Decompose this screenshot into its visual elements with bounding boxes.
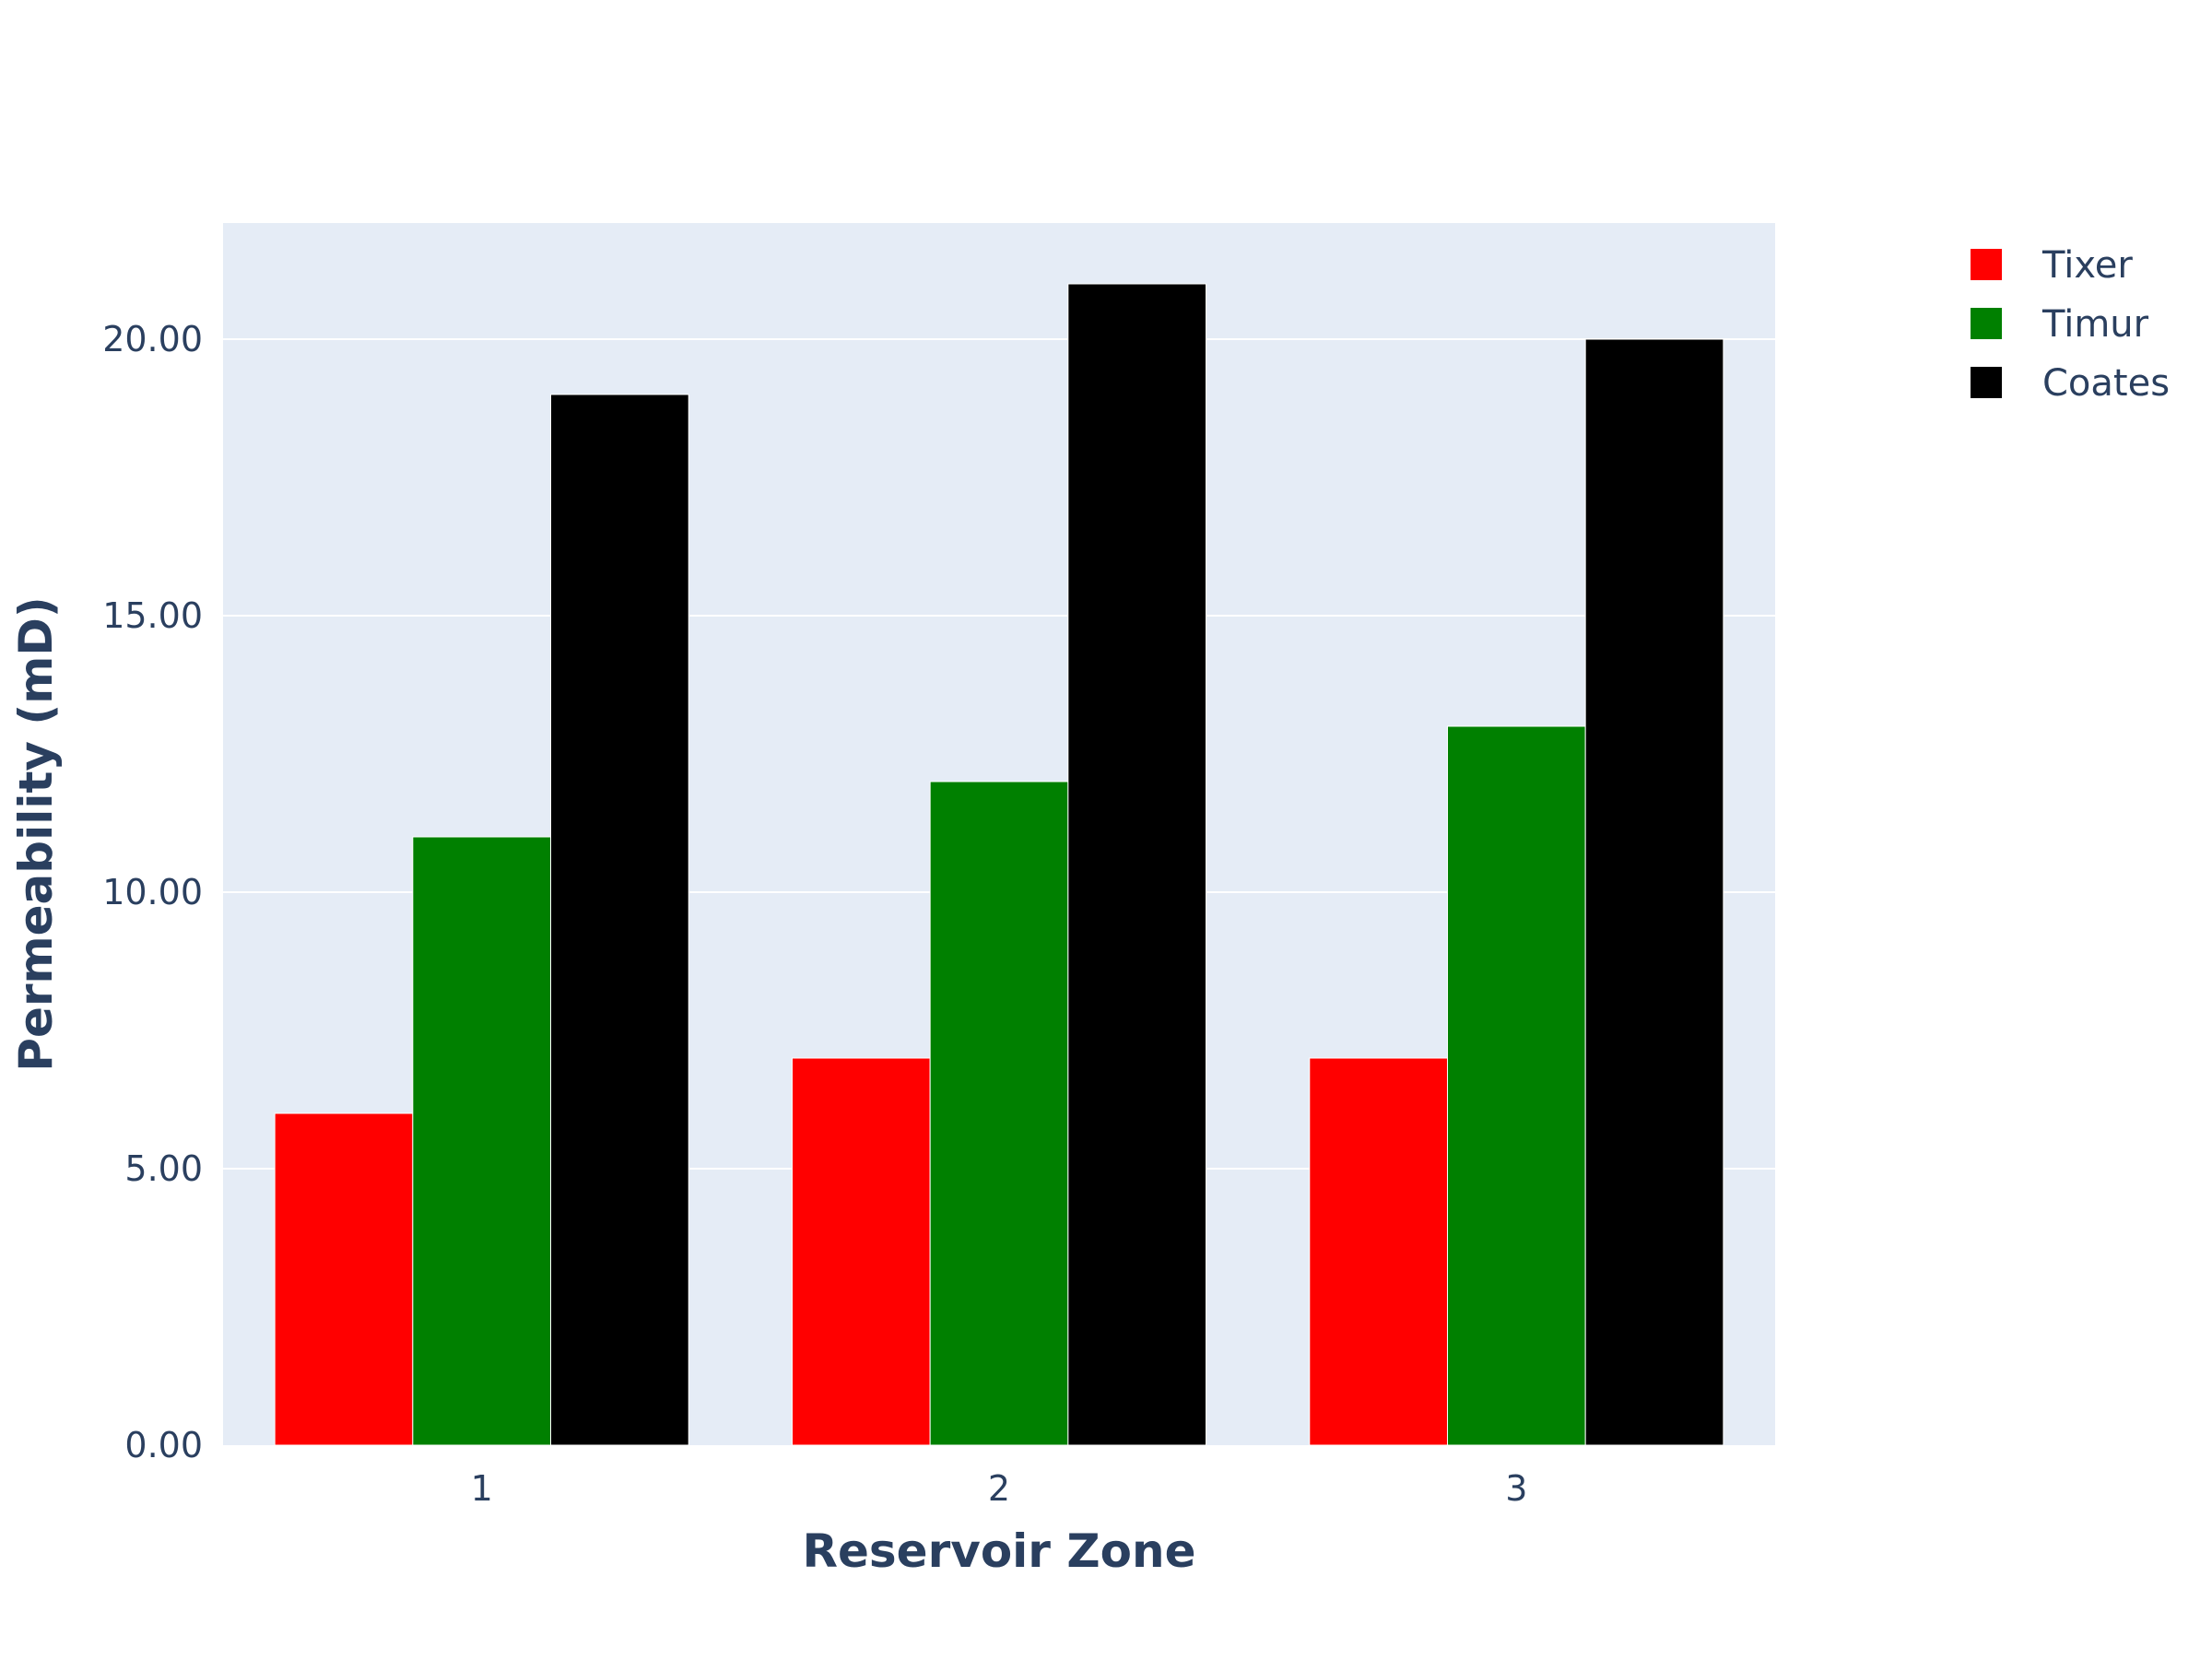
y-tick-label: 0.00 xyxy=(124,1425,203,1465)
bar-coates-zone-1 xyxy=(550,394,689,1446)
x-tick-label: 2 xyxy=(988,1468,1010,1509)
bar-coates-zone-3 xyxy=(1584,338,1724,1446)
legend-swatch-coates xyxy=(1971,367,2002,398)
legend-label-timur: Timur xyxy=(2041,303,2149,346)
legend-swatch-timur xyxy=(1971,308,2002,339)
legend-label-tixer: Tixer xyxy=(2041,244,2133,287)
y-tick-label: 10.00 xyxy=(102,872,203,912)
x-tick-label: 3 xyxy=(1505,1468,1527,1509)
y-tick-label: 20.00 xyxy=(102,319,203,359)
bar-coates-zone-2 xyxy=(1067,283,1207,1446)
bar-timur-zone-2 xyxy=(929,781,1069,1446)
bar-timur-zone-3 xyxy=(1446,725,1586,1446)
x-axis-title: Reservoir Zone xyxy=(802,1524,1195,1578)
bar-timur-zone-1 xyxy=(412,836,552,1446)
y-axis-title: Permeability (mD) xyxy=(9,596,63,1071)
legend: Tixer Timur Coates xyxy=(1971,244,2170,405)
y-axis-ticks: 0.00 5.00 10.00 15.00 20.00 xyxy=(102,319,203,1465)
legend-label-coates: Coates xyxy=(2042,362,2170,405)
x-axis-ticks: 1 2 3 xyxy=(471,1468,1528,1509)
bars xyxy=(274,283,1724,1446)
x-tick-label: 1 xyxy=(471,1468,493,1509)
y-tick-label: 5.00 xyxy=(124,1148,203,1189)
bar-tixer-zone-3 xyxy=(1309,1057,1448,1446)
y-tick-label: 15.00 xyxy=(102,595,203,636)
bar-tixer-zone-2 xyxy=(791,1057,931,1446)
bar-tixer-zone-1 xyxy=(274,1112,414,1446)
legend-swatch-tixer xyxy=(1971,249,2002,280)
